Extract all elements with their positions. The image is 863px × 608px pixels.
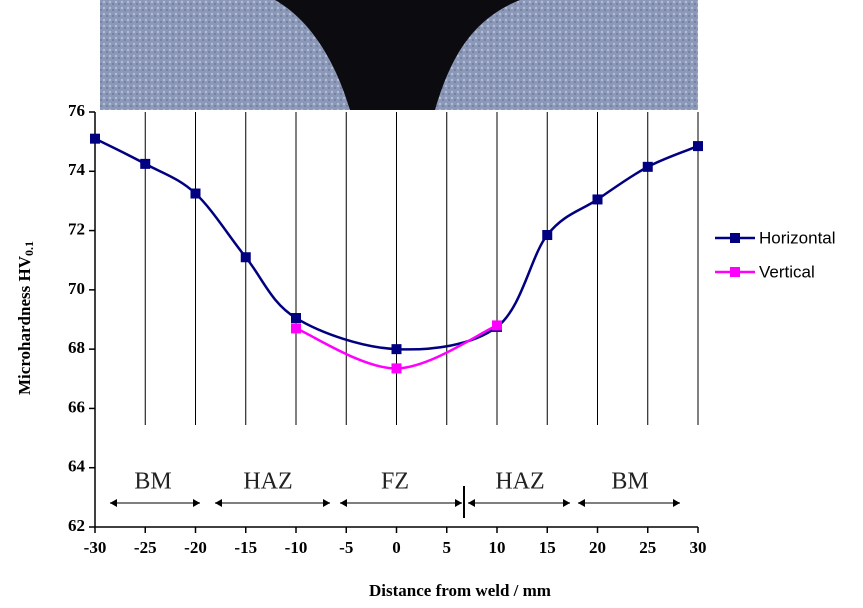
x-tick-label: -25 <box>134 538 157 557</box>
legend-marker <box>730 267 740 277</box>
x-tick-label: -15 <box>234 538 257 557</box>
zone-label: FZ <box>381 469 409 495</box>
legend-marker <box>730 233 740 243</box>
x-tick-label: 5 <box>443 538 452 557</box>
zone-label: HAZ <box>495 469 544 495</box>
y-axis-label-sub: 0.1 <box>22 241 36 256</box>
marker <box>391 344 402 355</box>
y-tick-label: 70 <box>68 279 85 298</box>
marker <box>642 161 653 172</box>
x-tick-label: -30 <box>84 538 107 557</box>
y-tick-label: 64 <box>68 457 86 476</box>
marker <box>592 194 603 205</box>
marker <box>240 252 251 263</box>
y-axis-label: Microhardness HV0.1 <box>15 241 36 395</box>
zone-label: HAZ <box>243 469 292 495</box>
marker <box>190 188 201 199</box>
marker <box>291 323 301 334</box>
y-tick-label: 72 <box>68 219 85 238</box>
marker <box>391 363 402 374</box>
marker <box>542 230 553 241</box>
y-tick-label: 66 <box>68 397 85 416</box>
zone-label: BM <box>134 469 171 495</box>
x-tick-label: -20 <box>184 538 207 557</box>
y-axis-label-main: Microhardness HV <box>15 255 34 395</box>
y-tick-label: 68 <box>68 338 85 357</box>
x-axis-label: Distance from weld / mm <box>369 581 551 600</box>
y-tick-label: 74 <box>68 160 86 179</box>
y-tick-label: 76 <box>68 101 85 120</box>
legend-label: Horizontal <box>759 228 836 247</box>
x-tick-label: 0 <box>392 538 401 557</box>
x-tick-label: -10 <box>285 538 308 557</box>
zone-label: BM <box>611 469 648 495</box>
y-tick-label: 62 <box>68 516 85 535</box>
marker <box>90 133 100 144</box>
legend-label: Vertical <box>759 262 815 281</box>
x-tick-label: 30 <box>690 538 707 557</box>
marker <box>693 141 703 152</box>
weld-photo <box>100 0 698 110</box>
x-tick-label: 10 <box>489 538 506 557</box>
x-tick-label: 20 <box>589 538 606 557</box>
marker <box>492 320 502 331</box>
x-tick-label: 25 <box>639 538 656 557</box>
marker <box>140 158 151 169</box>
marker <box>291 313 301 324</box>
x-tick-label: -5 <box>339 538 353 557</box>
x-tick-label: 15 <box>539 538 556 557</box>
